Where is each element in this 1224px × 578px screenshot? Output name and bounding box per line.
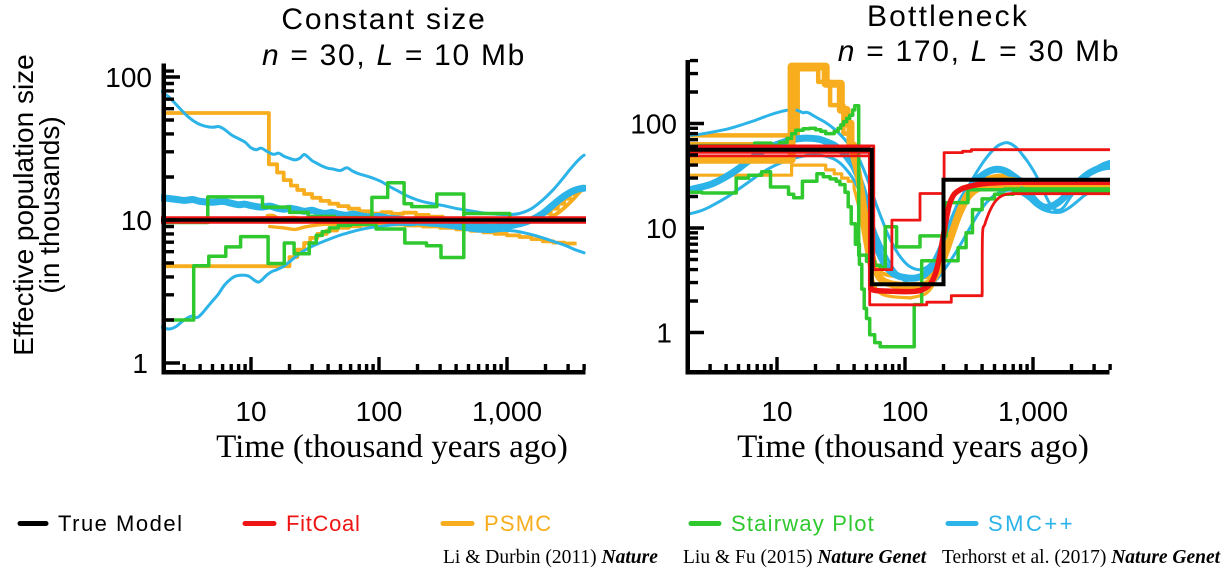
svg-text:1,000: 1,000 bbox=[472, 396, 542, 427]
svg-text:Li & Durbin (2011) Nature: Li & Durbin (2011) Nature bbox=[443, 547, 658, 568]
svg-text:1: 1 bbox=[656, 318, 672, 349]
svg-text:100: 100 bbox=[105, 62, 152, 93]
svg-text:Terhorst et al. (2017) Nature: Terhorst et al. (2017) Nature Genet bbox=[942, 547, 1221, 568]
svg-text:Time (thousand years ago): Time (thousand years ago) bbox=[216, 429, 568, 465]
svg-text:Constant size: Constant size bbox=[281, 3, 486, 36]
svg-text:10: 10 bbox=[761, 396, 792, 427]
svg-text:100: 100 bbox=[356, 396, 403, 427]
svg-text:n = 30, L = 10 Mb: n = 30, L = 10 Mb bbox=[262, 39, 526, 72]
svg-text:10: 10 bbox=[646, 213, 677, 244]
svg-text:n = 170, L = 30 Mb: n = 170, L = 30 Mb bbox=[838, 35, 1120, 68]
svg-text:1,000: 1,000 bbox=[998, 396, 1068, 427]
svg-text:100: 100 bbox=[630, 109, 677, 140]
svg-text:1: 1 bbox=[132, 348, 148, 379]
svg-text:10: 10 bbox=[121, 205, 152, 236]
svg-text:Time (thousand years ago): Time (thousand years ago) bbox=[737, 429, 1089, 465]
svg-text:SMC++: SMC++ bbox=[988, 511, 1075, 536]
svg-text:Liu & Fu (2015) Nature Genet: Liu & Fu (2015) Nature Genet bbox=[683, 547, 927, 568]
svg-text:Bottleneck: Bottleneck bbox=[867, 0, 1029, 33]
svg-text:100: 100 bbox=[882, 396, 929, 427]
svg-text:FitCoal: FitCoal bbox=[286, 511, 361, 536]
svg-text:True Model: True Model bbox=[58, 511, 183, 536]
svg-text:Stairway Plot: Stairway Plot bbox=[731, 511, 875, 536]
svg-text:Effective population size(in t: Effective population size(in thousands) bbox=[8, 54, 65, 355]
svg-text:PSMC: PSMC bbox=[484, 511, 552, 536]
svg-text:10: 10 bbox=[235, 396, 266, 427]
